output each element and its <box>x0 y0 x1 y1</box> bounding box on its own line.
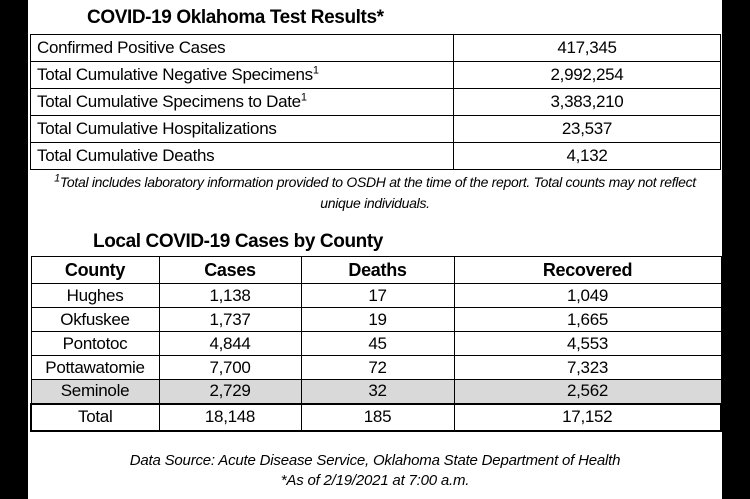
value-cell: 2,992,254 <box>453 61 721 89</box>
footnote-line: unique individuals. <box>0 195 750 216</box>
cell: 19 <box>300 307 455 332</box>
row: Total Cumulative Hospitalizations 23,537 <box>30 115 721 143</box>
footnote-text: Total includes laboratory information pr… <box>59 174 696 190</box>
cell: 4,553 <box>453 331 722 356</box>
source: Data Source: Acute Disease Service, Okla… <box>0 452 750 492</box>
label-cell: Total Cumulative Negative Specimens1 <box>30 61 454 89</box>
cell: 2,562 <box>453 379 722 404</box>
total-cell: Total <box>30 402 160 432</box>
total-cell: 17,152 <box>453 402 722 432</box>
footnote-text: unique individuals. <box>320 195 430 211</box>
cell: 2,729 <box>158 379 302 404</box>
note-marker: 1 <box>312 64 319 77</box>
value-cell: 4,132 <box>453 142 721 170</box>
label-cell: Total Cumulative Deaths <box>30 142 454 170</box>
cell: Pontotoc <box>30 331 160 356</box>
column-header: Recovered <box>453 256 722 284</box>
total-cell: 185 <box>300 402 455 432</box>
cell: Seminole <box>30 379 160 404</box>
label-cell: Total Cumulative Specimens to Date1 <box>30 88 454 116</box>
side-bar <box>0 0 28 499</box>
source-line: Data Source: Acute Disease Service, Okla… <box>129 452 621 469</box>
footnote: 1Total includes laboratory information p… <box>0 172 750 216</box>
row: Seminole 2,729 32 2,562 <box>30 379 722 404</box>
label: Total Cumulative Negative Specimens <box>37 65 313 84</box>
cell: 4,844 <box>158 331 302 356</box>
column-header: County <box>30 256 160 284</box>
label-cell: Confirmed Positive Cases <box>30 34 454 62</box>
column-header: Deaths <box>300 256 455 284</box>
cell: 1,138 <box>158 283 302 308</box>
label: Total Cumulative Hospitalizations <box>37 119 277 138</box>
test-table: Confirmed Positive Cases 417,345 Total Cum… <box>30 34 721 170</box>
column-header: Cases <box>158 256 302 284</box>
label: Confirmed Positive Cases <box>37 38 226 57</box>
label: Total Cumulative Specimens to Date <box>37 92 301 111</box>
cell: Okfuskee <box>30 307 160 332</box>
row: Confirmed Positive Cases 417,345 <box>30 34 721 62</box>
cell: 7,323 <box>453 355 722 380</box>
label-cell: Total Cumulative Hospitalizations <box>30 115 454 143</box>
cell: 32 <box>300 379 455 404</box>
row: Total Cumulative Deaths 4,132 <box>30 142 721 170</box>
cell: 17 <box>300 283 455 308</box>
cell: 45 <box>300 331 455 356</box>
value-cell: 3,383,210 <box>453 88 721 116</box>
cell: Hughes <box>30 283 160 308</box>
side-bar <box>722 0 750 499</box>
cell: 7,700 <box>158 355 302 380</box>
source-line: *As of 2/19/2021 at 7:00 a.m. <box>280 472 470 489</box>
value-cell: 417,345 <box>453 34 721 62</box>
row: Pontotoc 4,844 45 4,553 <box>30 331 722 356</box>
cell: Pottawatomie <box>30 355 160 380</box>
total-row: Total 18,148 185 17,152 <box>30 402 722 432</box>
note-marker: 1 <box>300 91 307 104</box>
total-cell: 18,148 <box>158 402 302 432</box>
cell: 72 <box>300 355 455 380</box>
label: Total Cumulative Deaths <box>37 146 215 165</box>
row: Pottawatomie 7,700 72 7,323 <box>30 355 722 380</box>
cell: 1,665 <box>453 307 722 332</box>
note-marker: 1 <box>54 172 60 185</box>
footnote-line: 1Total includes laboratory information p… <box>0 172 750 195</box>
title: COVID-19 Oklahoma Test Results* <box>87 7 384 28</box>
value-cell: 23,537 <box>453 115 721 143</box>
county-table: County Cases Deaths Recovered Hughes 1,138 17 1… <box>30 256 722 432</box>
row: Total Cumulative Specimens to Date1 3,383… <box>30 88 721 116</box>
cell: 1,049 <box>453 283 722 308</box>
section-title: Local COVID-19 Cases by County <box>93 231 383 252</box>
row: Hughes 1,138 17 1,049 <box>30 283 722 308</box>
row: Okfuskee 1,737 19 1,665 <box>30 307 722 332</box>
cell: 1,737 <box>158 307 302 332</box>
header-row: County Cases Deaths Recovered <box>30 256 722 284</box>
row: Total Cumulative Negative Specimens1 2,99… <box>30 61 721 89</box>
